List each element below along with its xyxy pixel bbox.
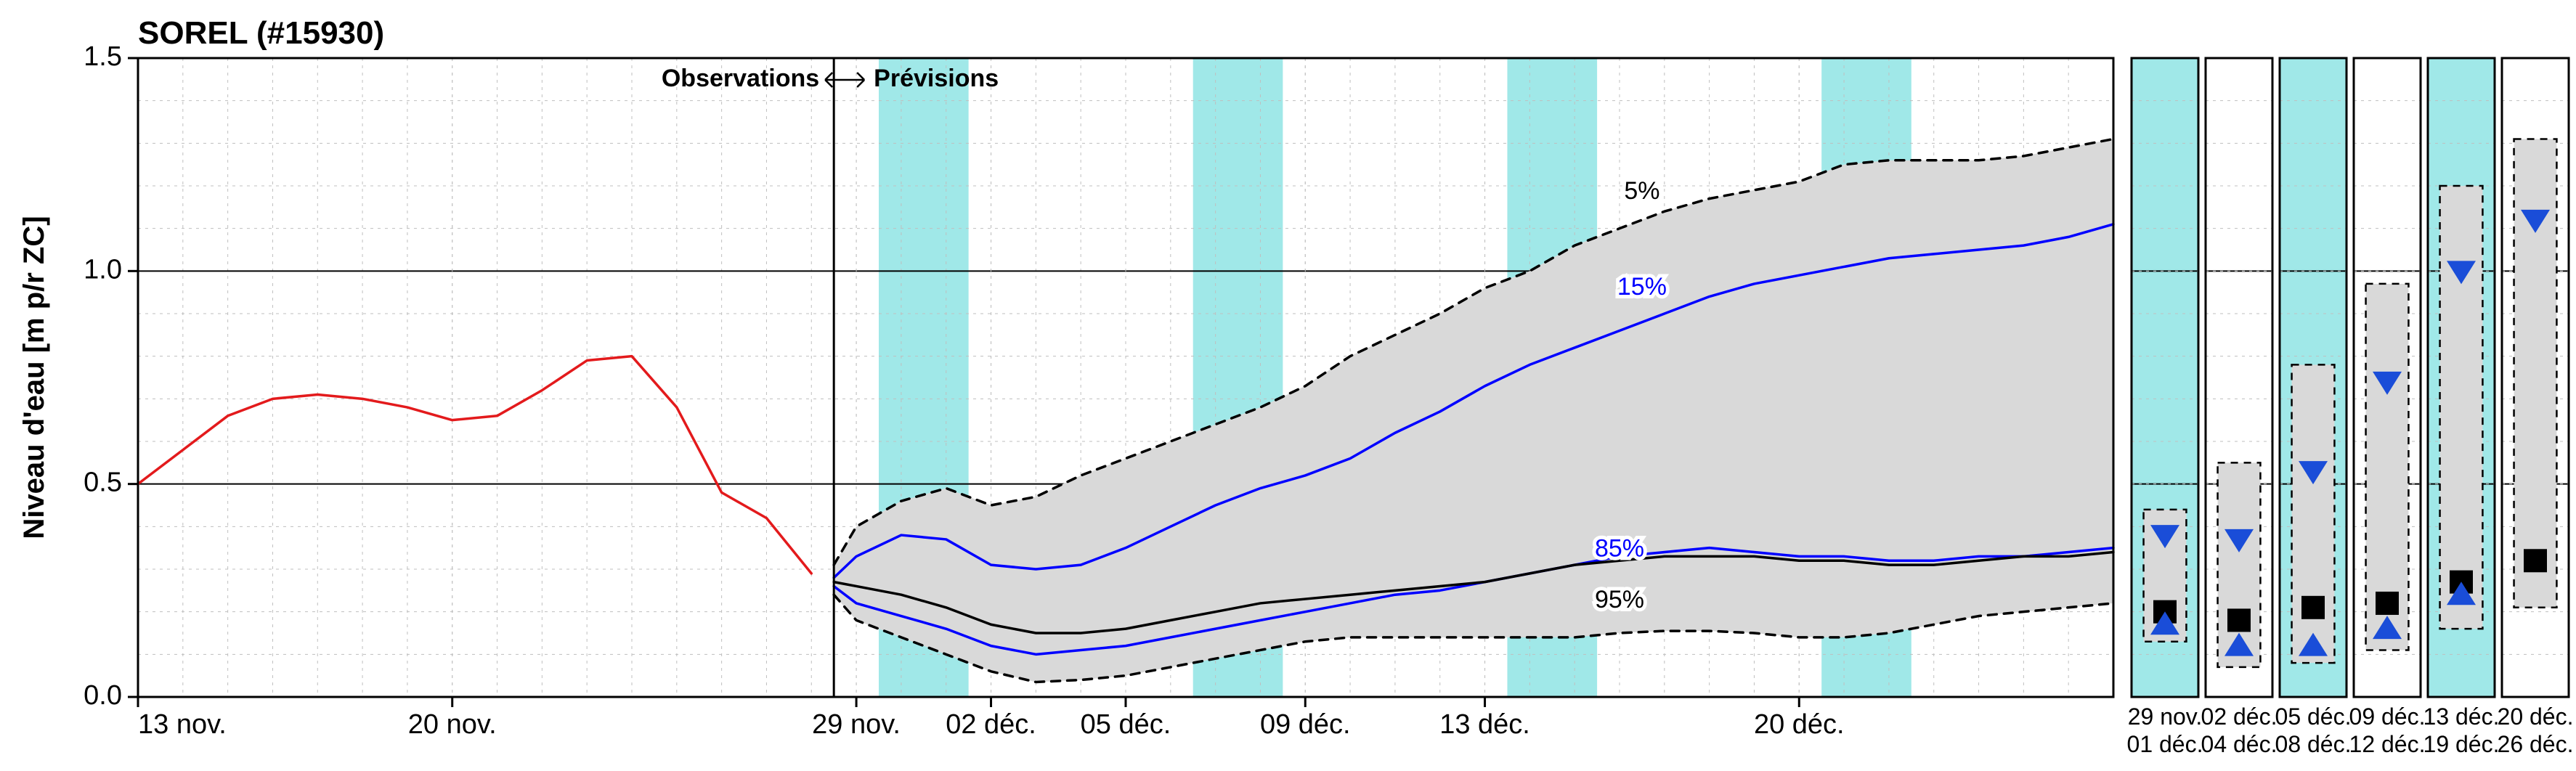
panel-date-bottom: 12 déc.: [2349, 731, 2426, 757]
panel-date-bottom: 19 déc.: [2423, 731, 2500, 757]
page-title: SOREL (#15930): [138, 15, 384, 51]
square-marker-icon: [2227, 608, 2251, 632]
side-panels: 29 nov.01 déc.02 déc.04 déc.05 déc.08 dé…: [2127, 58, 2574, 757]
y-axis-label: Niveau d'eau [m p/r ZC]: [18, 216, 50, 539]
panel-date-top: 02 déc.: [2201, 703, 2278, 730]
panel-date-top: 20 déc.: [2498, 703, 2574, 730]
panel-date-bottom: 26 déc.: [2498, 731, 2574, 757]
panel-date-top: 13 déc.: [2423, 703, 2500, 730]
ytick-label: 1.5: [84, 41, 122, 72]
side-panel: 05 déc.08 déc.: [2275, 58, 2352, 757]
xtick-label: 13 nov.: [138, 709, 227, 740]
side-panel: 09 déc.12 déc.: [2349, 58, 2426, 757]
double-arrow-icon: [825, 73, 864, 87]
square-marker-icon: [2301, 596, 2325, 619]
square-marker-icon: [2524, 549, 2547, 572]
chart-svg: 5% 15% 85% 95% Observations Prévisions 0.0 0.5 1…: [0, 0, 2576, 771]
xtick-label: 20 déc.: [1754, 709, 1845, 740]
forecast-band: [834, 139, 2113, 682]
observations-label: Observations: [662, 65, 819, 92]
panel-date-bottom: 08 déc.: [2275, 731, 2352, 757]
panel-date-top: 09 déc.: [2349, 703, 2426, 730]
percentile-label: 15%: [1617, 273, 1667, 301]
xtick-label: 02 déc.: [946, 709, 1036, 740]
side-panel: 20 déc.26 déc.: [2498, 58, 2574, 757]
ytick-label: 0.0: [84, 680, 122, 711]
xtick-label: 20 nov.: [408, 709, 497, 740]
ytick-label: 0.5: [84, 468, 122, 498]
xtick-label: 13 déc.: [1439, 709, 1530, 740]
chart-container: { "title": "SOREL (#15930)", "ylabel": "…: [0, 0, 2576, 771]
percentile-label: 95%: [1595, 586, 1644, 613]
side-panel: 02 déc.04 déc.: [2201, 58, 2278, 757]
panel-date-bottom: 04 déc.: [2201, 731, 2278, 757]
xtick-label: 05 déc.: [1081, 709, 1171, 740]
observations-line: [138, 356, 811, 574]
percentile-label: 85%: [1595, 535, 1644, 563]
panel-range-box: [2440, 186, 2483, 629]
side-panel: 13 déc.19 déc.: [2423, 58, 2500, 757]
side-panel: 29 nov.01 déc.: [2127, 58, 2203, 757]
panel-date-top: 05 déc.: [2275, 703, 2352, 730]
xtick-label: 09 déc.: [1260, 709, 1351, 740]
panel-date-top: 29 nov.: [2128, 703, 2203, 730]
xtick-label: 29 nov.: [812, 709, 901, 740]
panel-date-bottom: 01 déc.: [2127, 731, 2203, 757]
panel-range-box: [2514, 139, 2557, 607]
previsions-label: Prévisions: [874, 65, 999, 92]
square-marker-icon: [2376, 592, 2399, 615]
ytick-label: 1.0: [84, 254, 122, 285]
percentile-label: 5%: [1624, 177, 1659, 205]
